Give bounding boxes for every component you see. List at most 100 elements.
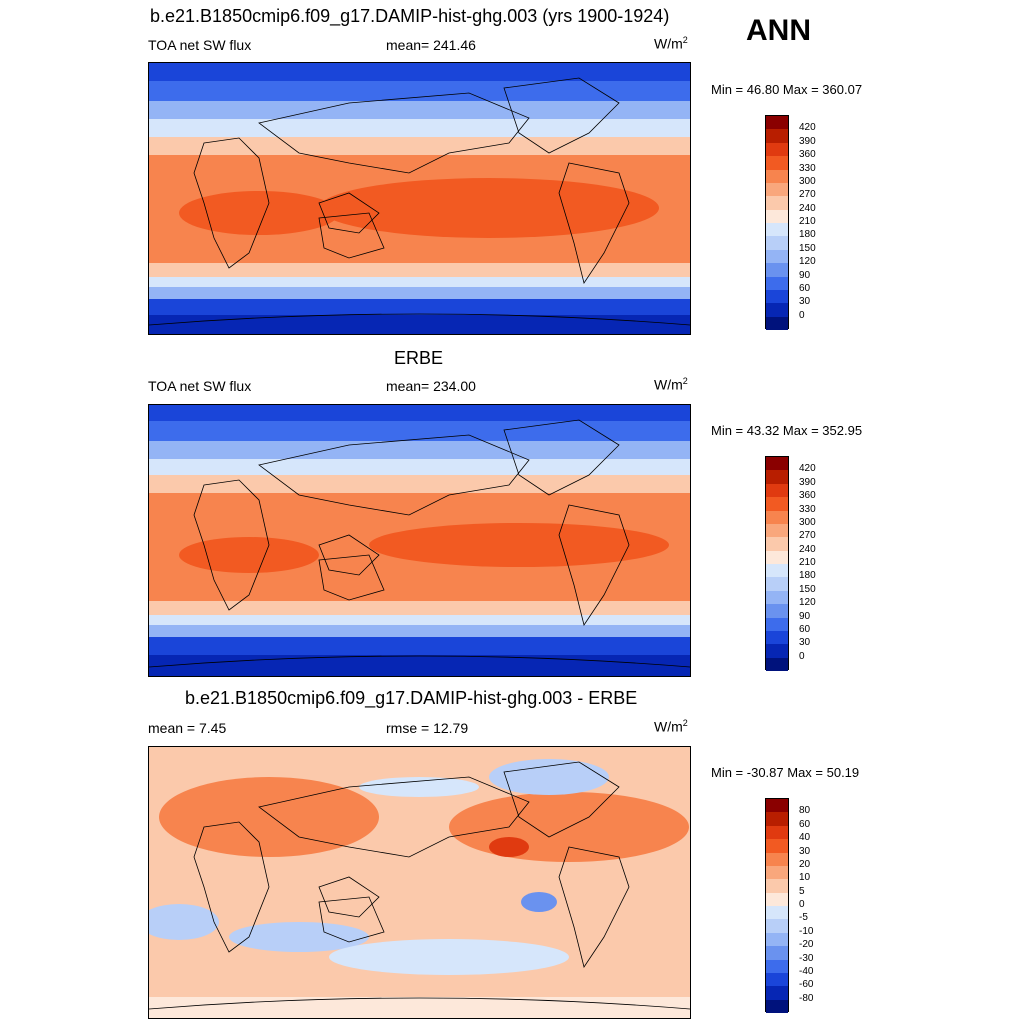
colorbar-swatch [766,316,788,330]
diff-colorbar-tick-label: 10 [799,872,811,884]
flux-colorbar-tick-label: 270 [799,530,816,542]
colorbar-swatch [766,497,788,511]
flux-colorbar-tick-label: 240 [799,543,816,555]
diff-colorbar-tick-label: -20 [799,939,814,951]
sh-midlat-band-2 [149,625,690,639]
flux-colorbar-tick-label: 60 [799,282,811,294]
colorbar-swatch [766,289,788,304]
panel-1-title: b.e21.B1850cmip6.f09_g17.DAMIP-hist-ghg.… [150,6,670,26]
diff-colorbar-tick-label: -30 [799,952,814,964]
panel-3-units: W/m2 [654,718,688,735]
flux-colorbar-tick-label: 390 [799,476,816,488]
diff-colorbar-tick-label: -10 [799,925,814,937]
flux-colorbar-tick-label: 300 [799,516,816,528]
colorbar-swatch [766,986,788,1000]
coastlines [149,77,690,326]
colorbar-swatch [766,523,788,538]
colorbar-swatch [766,276,788,290]
maritime-outline [318,534,380,576]
colorbar-swatch [766,236,788,250]
colorbar-swatch [766,906,788,920]
colorbar-swatch [766,932,788,947]
maritime-outline [318,192,380,234]
colorbar-swatch [766,263,788,277]
panel-3-title: b.e21.B1850cmip6.f09_g17.DAMIP-hist-ghg.… [185,688,638,708]
panel-2-minmax: Min = 43.32 Max = 352.95 [711,423,863,438]
colorbar-swatch [766,972,788,987]
flux-colorbar-tick-label: 0 [799,309,805,321]
colorbar-swatch [766,892,788,906]
panel-1-map-field [149,63,690,334]
colorbar-swatch [766,604,788,618]
diff-southatl-negative [149,904,219,940]
colorbar-swatch [766,483,788,498]
panel-1-minmax: Min = 46.80 Max = 360.07 [711,82,863,97]
panel-1-map [148,62,691,335]
flux-colorbar-tick-label: 360 [799,149,816,161]
africa-outline [193,137,270,269]
flux-colorbar-tick-label: 90 [799,269,811,281]
panel-1-units-text: W/m [654,35,683,52]
eurasia-outline [258,434,530,516]
sh-midlat-band [149,277,690,289]
panel-2-map [148,404,691,677]
flux-colorbar-tick-label: 360 [799,490,816,502]
panel-1-mean-label: mean= 241.46 [386,37,476,53]
nh-midlat-band-2 [149,459,690,479]
indian-ocean-max [179,537,319,573]
panel-2-map-field [149,405,690,676]
colorbar-swatch [766,182,788,197]
panel-3-mean-label: mean = 7.45 [148,720,227,736]
colorbar-swatch [766,129,788,143]
panel-2-title: ERBE [394,348,444,368]
nh-subtrop-band [149,137,690,159]
panel-2-variable-label: TOA net SW flux [148,378,252,394]
panel-1-variable-label: TOA net SW flux [148,37,252,53]
colorbar-swatch [766,470,788,484]
colorbar-swatch [766,946,788,960]
diff-colorbar-tick-label: 80 [799,805,811,817]
panel-3-map-field [149,747,690,1018]
colorbar-swatch [766,116,788,130]
diff-southpac-negative [521,892,557,912]
diff-colorbar-tick-label: 0 [799,899,805,910]
colorbar-swatch [766,865,788,880]
diff-colorbar-tick-label: 40 [799,832,811,844]
south-america-outline [558,162,630,284]
diff-colorbar-tick-label: -60 [799,979,814,991]
colorbar-swatch [766,457,788,471]
colorbar-swatch [766,142,788,157]
panel-3-rmse-label: rmse = 12.79 [386,720,469,736]
antarctica-outline [149,997,690,1010]
diff-antarctic-band [149,997,690,1018]
australia-outline [318,554,385,601]
flux-colorbar-tick-label: 120 [799,597,816,609]
panel-2-units: W/m2 [654,376,688,393]
panel-1-units: W/m2 [654,35,688,52]
flux-colorbar-tick-label: 30 [799,637,811,649]
sh-subtrop-band [149,263,690,281]
coastlines [149,761,690,1010]
panel-2-mean-label: mean= 234.00 [386,378,476,394]
arctic-band [149,63,690,81]
flux-colorbar-tick-label: 60 [799,623,811,635]
flux-colorbar-tick-label: 180 [799,229,816,241]
diff-colorbar-tick-label: 20 [799,858,811,870]
flux-colorbar-tick-label: 180 [799,570,816,582]
colorbar-swatch [766,812,788,826]
flux-colorbar-tick-label: 300 [799,175,816,187]
panel-3-map [148,746,691,1019]
eurasia-outline [258,92,530,174]
diff-colorbar-tick-label: -5 [799,912,808,924]
colorbar-swatch [766,550,788,564]
south-america-outline [558,504,630,626]
colorbar-swatch [766,564,788,578]
colorbar-swatch [766,839,788,853]
antarctic-band [149,655,690,676]
north-america-outline [503,761,620,838]
colorbar-swatch [766,303,788,317]
maritime-outline [318,876,380,918]
colorbar-swatch [766,825,788,840]
diff-pacific-max [489,837,529,857]
colorbar-swatch [766,223,788,237]
